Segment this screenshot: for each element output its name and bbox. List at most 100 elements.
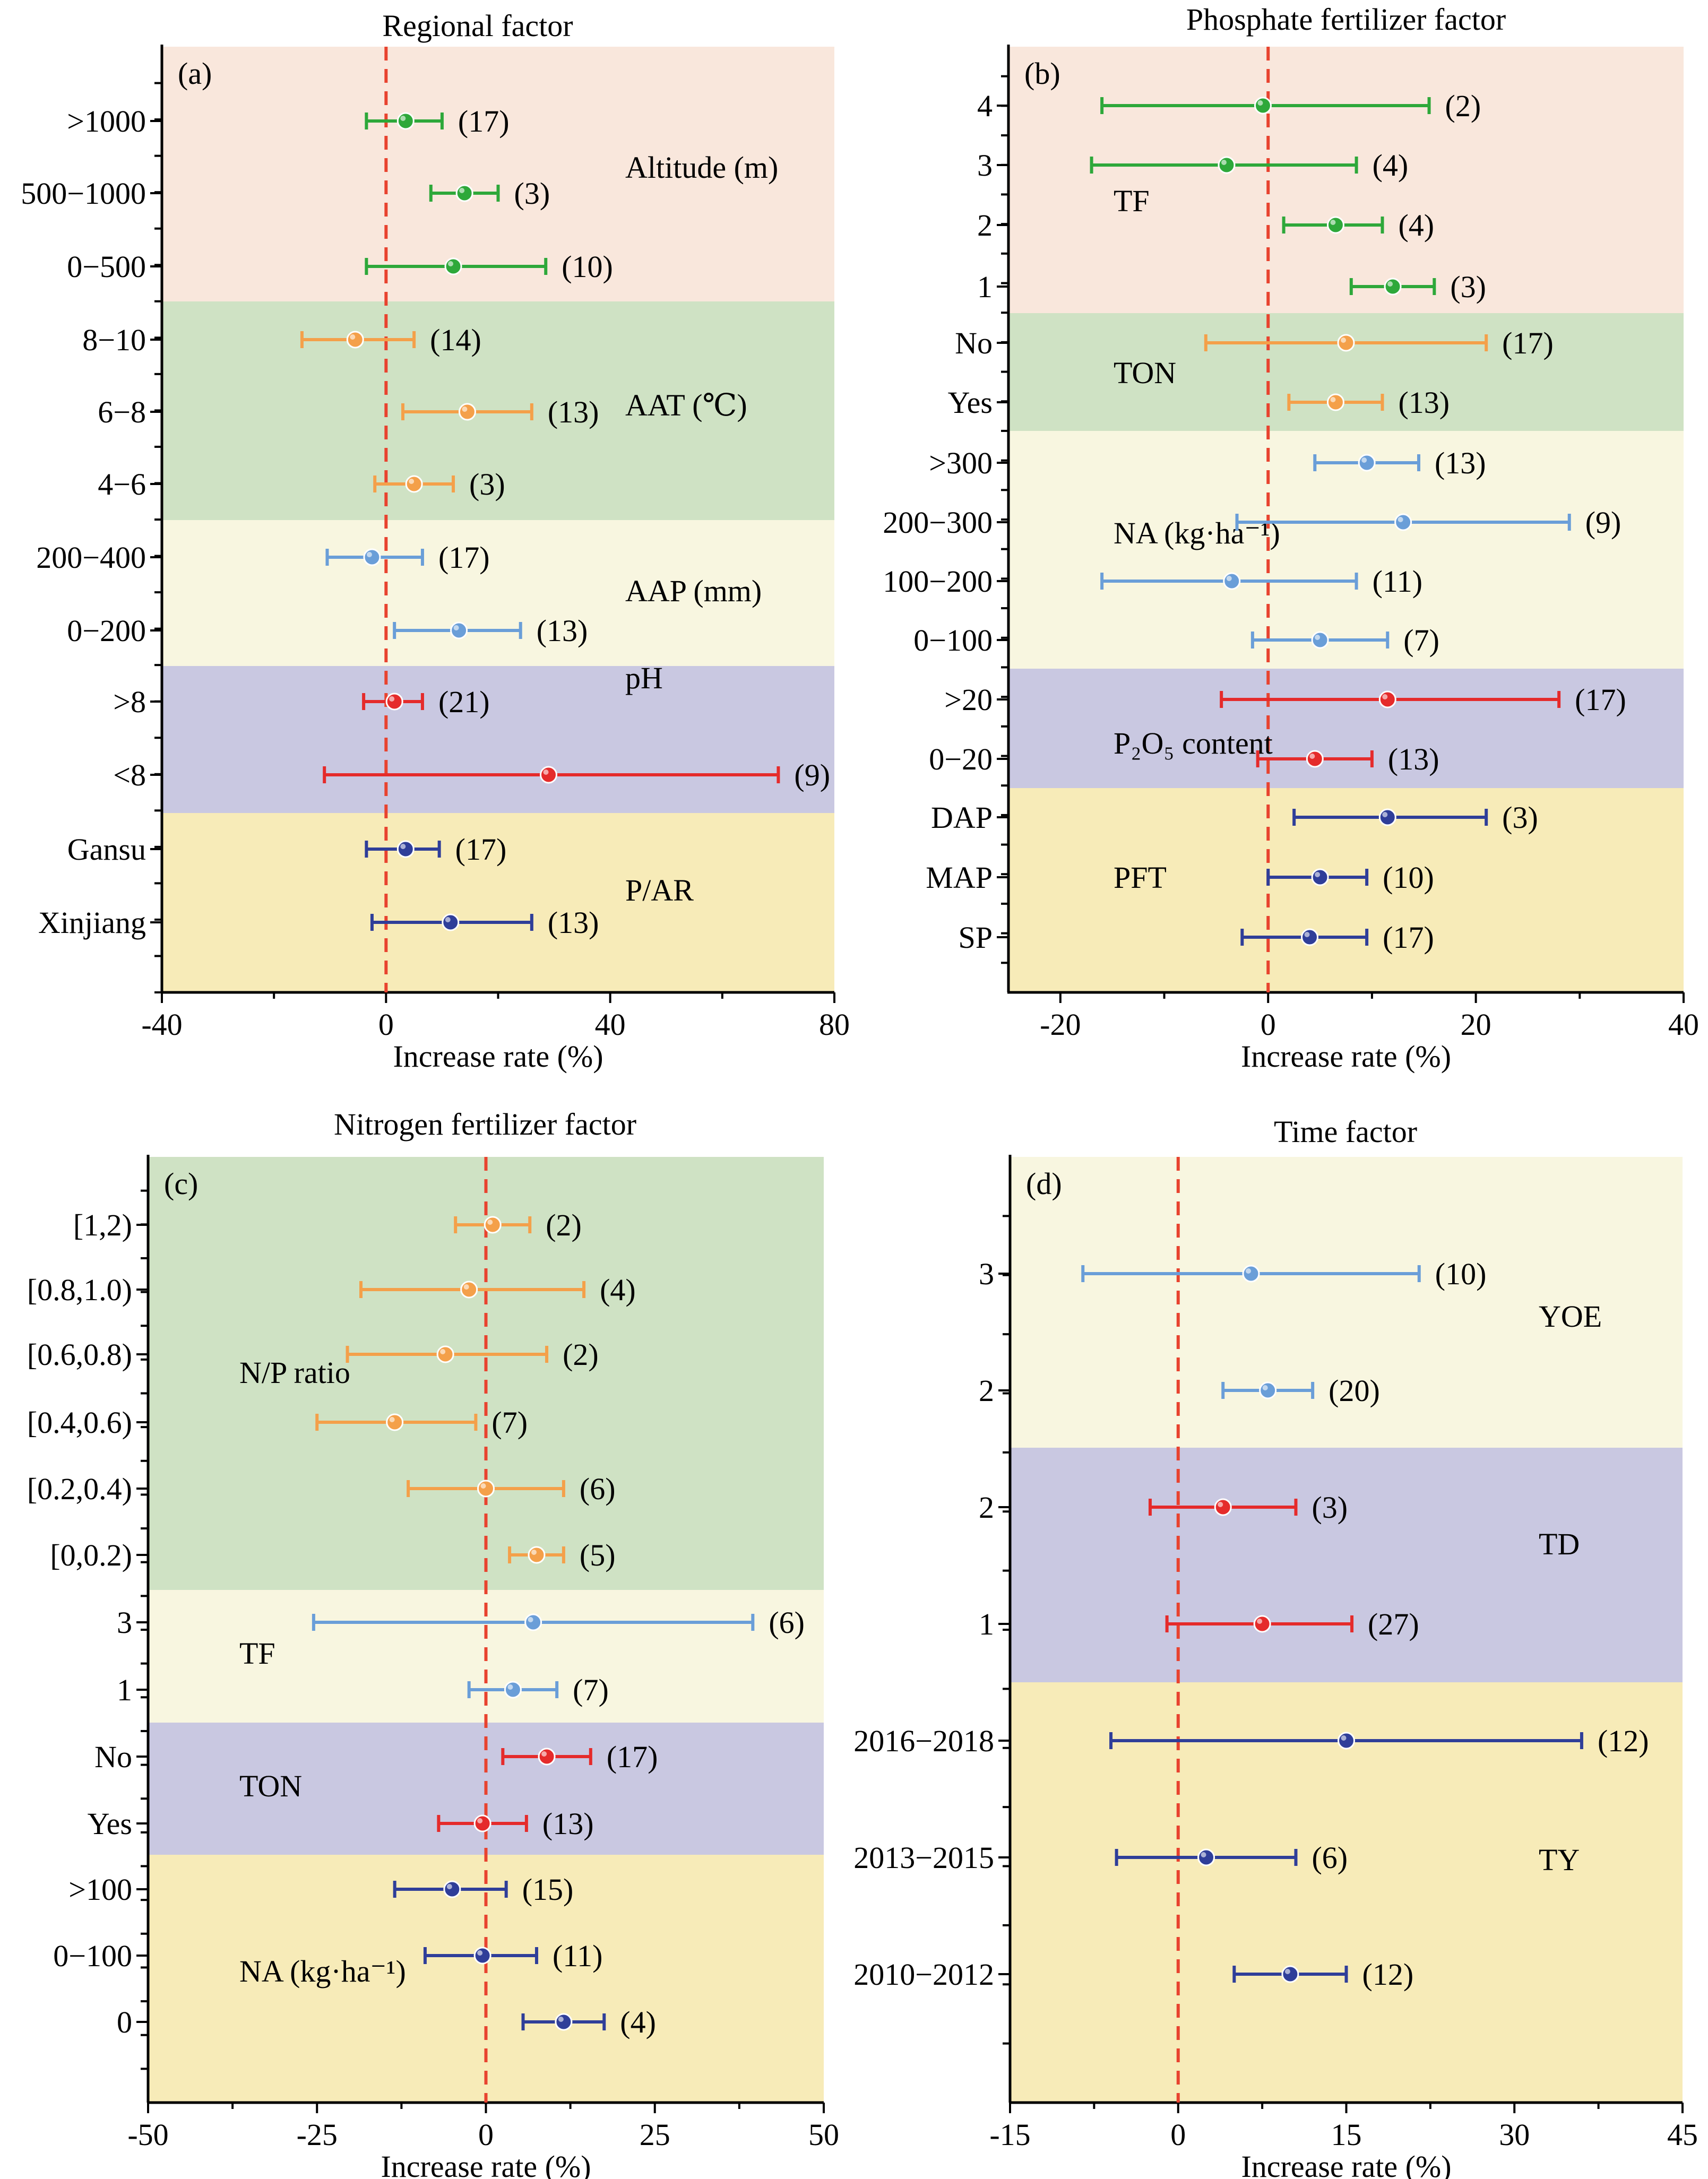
- mean-point: [1259, 1381, 1277, 1399]
- group-band: [162, 666, 834, 813]
- mean-point-highlight: [480, 1483, 486, 1489]
- group-label: NA (kg·ha⁻¹): [239, 1954, 406, 1988]
- panel-title: Phosphate fertilizer factor: [1186, 2, 1506, 37]
- mean-point: [1306, 750, 1324, 768]
- panel-label: (c): [164, 1166, 198, 1201]
- sample-size-label: (17): [1502, 326, 1554, 360]
- mean-point: [1326, 393, 1344, 411]
- sample-size-label: (4): [1398, 208, 1434, 243]
- sample-size-label: (3): [514, 176, 550, 211]
- y-tick-label: Gansu: [67, 832, 146, 867]
- sample-size-label: (10): [1435, 1257, 1487, 1291]
- mean-point-highlight: [1304, 932, 1310, 937]
- mean-point-highlight: [558, 2017, 564, 2022]
- x-tick-label: 50: [808, 2117, 839, 2152]
- y-tick-label: Xinjiang: [38, 905, 146, 940]
- group-label: YOE: [1539, 1299, 1602, 1334]
- x-tick-label: -15: [989, 2117, 1030, 2152]
- mean-point: [396, 112, 415, 130]
- panel-d: -15 0 15 30 45 Time factor (d) Increase rate (%…: [853, 1114, 1698, 2179]
- sample-size-label: (15): [522, 1872, 574, 1907]
- mean-point: [386, 1413, 404, 1431]
- mean-point: [1311, 631, 1329, 649]
- sample-size-label: (10): [1383, 860, 1434, 895]
- y-tick-label: 4−6: [98, 467, 146, 501]
- mean-point: [385, 693, 403, 711]
- group-band: [1010, 1448, 1683, 1682]
- panel-label: (a): [178, 56, 212, 91]
- mean-point: [458, 403, 476, 421]
- y-tick-label: 0−200: [67, 613, 146, 648]
- y-tick-label: Yes: [88, 1806, 132, 1841]
- mean-point-highlight: [350, 334, 356, 340]
- mean-point: [1384, 278, 1402, 296]
- mean-point: [1242, 1265, 1260, 1283]
- y-tick-label: 500−1000: [21, 176, 146, 211]
- x-tick-label: 15: [1331, 2117, 1362, 2152]
- x-tick-label: -40: [141, 1007, 182, 1042]
- sample-size-label: (11): [553, 1939, 602, 1973]
- sample-size-label: (7): [573, 1673, 609, 1707]
- y-tick-label: 200−300: [883, 505, 993, 540]
- y-tick-label: 2010−2012: [853, 1957, 994, 1992]
- mean-point-highlight: [1309, 754, 1315, 759]
- mean-point-highlight: [531, 1550, 537, 1555]
- group-band: [1010, 1157, 1683, 1448]
- mean-point: [346, 331, 364, 349]
- x-tick-label: 45: [1667, 2117, 1698, 2152]
- sample-size-label: (12): [1598, 1724, 1649, 1758]
- sample-size-label: (12): [1362, 1957, 1414, 1992]
- sample-size-label: (20): [1329, 1373, 1380, 1408]
- mean-point-highlight: [1341, 338, 1346, 343]
- mean-point-highlight: [409, 479, 415, 484]
- y-tick-label: 0−100: [913, 623, 993, 658]
- mean-point-highlight: [1257, 1619, 1263, 1624]
- mean-point: [1338, 1732, 1355, 1750]
- y-tick-label: 8−10: [82, 323, 146, 357]
- group-band: [162, 47, 834, 301]
- y-tick-label: 3: [117, 1605, 132, 1640]
- y-tick-label: 4: [977, 89, 993, 123]
- sample-size-label: (2): [1445, 89, 1481, 123]
- x-tick-label: 0: [478, 2117, 494, 2152]
- mean-point: [1378, 808, 1396, 826]
- group-band: [1008, 431, 1684, 669]
- x-axis-label: Increase rate (%): [381, 2149, 591, 2179]
- mean-point-highlight: [446, 1884, 452, 1889]
- sample-size-label: (10): [562, 249, 613, 284]
- mean-point: [442, 913, 460, 931]
- mean-point-highlight: [1315, 635, 1321, 640]
- y-tick-label: DAP: [931, 800, 993, 835]
- mean-point-highlight: [400, 844, 406, 849]
- mean-point: [1311, 868, 1329, 886]
- group-band: [1008, 313, 1684, 431]
- sample-size-label: (3): [1502, 800, 1538, 835]
- sample-size-label: (13): [1435, 446, 1486, 480]
- mean-point: [396, 840, 415, 858]
- mean-point: [484, 1216, 502, 1234]
- mean-point-highlight: [453, 625, 459, 630]
- mean-point-highlight: [1262, 1385, 1268, 1390]
- mean-point-highlight: [1226, 576, 1232, 581]
- mean-point-highlight: [528, 1617, 533, 1622]
- sample-size-label: (13): [548, 905, 599, 940]
- sample-size-label: (17): [607, 1740, 658, 1774]
- mean-point-highlight: [459, 188, 465, 193]
- sample-size-label: (17): [1383, 920, 1434, 955]
- y-tick-label: 6−8: [98, 395, 146, 429]
- y-tick-label: [0.4,0.6): [27, 1405, 132, 1440]
- sample-size-label: (6): [1312, 1840, 1348, 1875]
- sample-size-label: (14): [430, 323, 481, 357]
- sample-size-label: (6): [769, 1605, 805, 1640]
- mean-point: [473, 1814, 491, 1832]
- mean-point: [1253, 1615, 1271, 1633]
- mean-point: [540, 766, 558, 784]
- mean-point-highlight: [400, 116, 406, 121]
- mean-point-highlight: [448, 261, 454, 266]
- x-tick-label: 20: [1461, 1007, 1491, 1042]
- panel-c: -50 -25 0 25 50 Nitrogen fertilizer factor (c)…: [27, 1107, 839, 2179]
- mean-point-highlight: [1361, 457, 1367, 463]
- y-tick-label: 1: [979, 1607, 994, 1641]
- panel-title: Regional factor: [382, 8, 573, 43]
